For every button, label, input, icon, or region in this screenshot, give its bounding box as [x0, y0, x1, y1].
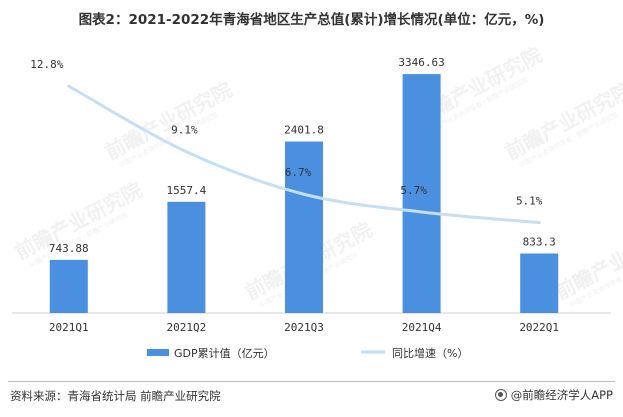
- line-layer: [67, 84, 541, 225]
- growth-rate-label: 5.7%: [400, 184, 427, 197]
- gdp-bar-label: 1557.4: [167, 184, 207, 197]
- footer-divider: [8, 381, 615, 382]
- legend-swatch-gdp: [147, 349, 169, 356]
- gdp-bar-label: 3346.63: [398, 56, 444, 69]
- growth-rate-label: 6.7%: [285, 166, 312, 179]
- growth-rate-label: 12.8%: [30, 58, 63, 71]
- legend-label-growth: 同比增速（%）: [392, 346, 468, 360]
- growth-rate-label: 9.1%: [171, 124, 198, 137]
- brand-credit: @前瞻经济学人APP: [494, 387, 613, 403]
- brand-logo-icon: [494, 389, 507, 401]
- gdp-bar-label: 833.3: [523, 236, 556, 249]
- gdp-bar: [167, 201, 206, 313]
- x-tick-label: 2021Q3: [284, 321, 324, 334]
- gdp-bar-label: 2401.8: [284, 124, 324, 137]
- x-tick-label: 2021Q4: [402, 321, 442, 334]
- gdp-bar: [520, 253, 559, 313]
- gdp-bar: [402, 74, 441, 313]
- source-note: 资料来源：青海省统计局 前瞻产业研究院: [10, 389, 221, 403]
- watermark-text: 前瞻产业研究院: [101, 77, 236, 164]
- gdp-bar: [285, 141, 323, 313]
- gdp-bar: [49, 259, 88, 313]
- chart-title: 图表2：2021-2022年青海省地区生产总值(累计)增长情况(单位：亿元，%): [78, 12, 545, 28]
- legend-label-gdp: GDP累计值（亿元）: [174, 347, 275, 360]
- legend: GDP累计值（亿元） 同比增速（%）: [147, 346, 468, 360]
- x-tick-label: 2021Q2: [167, 321, 207, 334]
- brand-text: @前瞻经济学人APP: [510, 388, 613, 402]
- bars-layer: [49, 74, 559, 313]
- gdp-bar-label: 743.88: [49, 242, 89, 255]
- ticks-layer: 2021Q1 2021Q2 2021Q3 2021Q4 2022Q1: [49, 321, 559, 334]
- growth-rate-line: [67, 84, 541, 225]
- x-tick-label: 2021Q1: [49, 321, 89, 334]
- labels-layer: 743.88 1557.4 2401.8 3346.63 833.3 12.8% 9.1% 6…: [30, 56, 556, 255]
- growth-rate-label: 5.1%: [516, 195, 543, 208]
- x-tick-label: 2022Q1: [519, 321, 559, 334]
